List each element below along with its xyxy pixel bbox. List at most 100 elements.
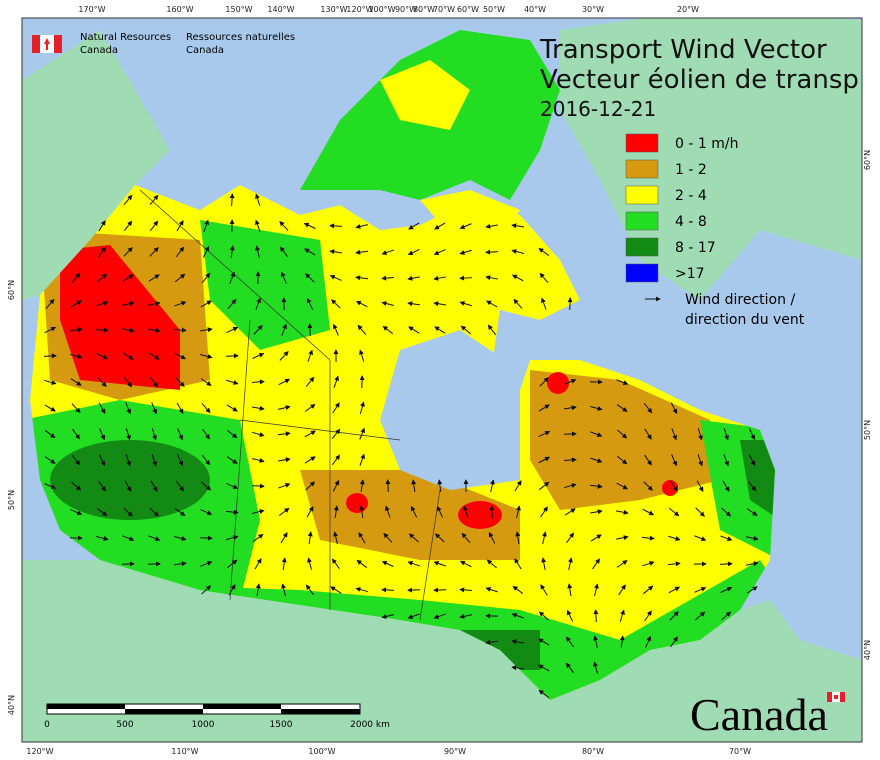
wind-arrow: [408, 222, 420, 230]
wind-arrow: [332, 323, 339, 336]
legend-swatch: [625, 185, 659, 205]
wind-arrow: [333, 531, 339, 544]
wind-arrow: [281, 297, 287, 311]
wind-arrow: [593, 609, 599, 623]
wind-arrow: [44, 404, 56, 412]
wind-arrow: [305, 584, 315, 596]
wind-arrow: [671, 428, 677, 441]
wind-arrow: [590, 534, 602, 542]
wind-arrow: [331, 299, 341, 309]
wind-arrow: [176, 220, 184, 232]
wind-arrow: [95, 327, 109, 333]
wind-arrow: [227, 298, 237, 309]
map-frame: [21, 17, 863, 743]
wind-arrow: [720, 535, 733, 541]
wind-arrow: [305, 376, 315, 387]
graticule-label: 100°W: [308, 747, 335, 756]
wind-arrow: [123, 194, 133, 205]
wind-arrow: [174, 273, 186, 283]
wind-arrow: [358, 532, 366, 544]
wind-arrow: [173, 327, 187, 333]
wind-arrow: [514, 480, 522, 492]
wind-arrow: [278, 483, 291, 489]
wind-arrow: [303, 222, 316, 229]
wind-arrow: [511, 223, 525, 229]
wind-arrow: [122, 352, 134, 360]
wind-arrow: [70, 354, 83, 359]
wind-arrow: [723, 454, 729, 467]
wind-arrow: [619, 609, 625, 622]
graticule-label: 60°N: [863, 150, 872, 170]
wind-arrow: [514, 558, 522, 570]
title: Transport Wind Vector: [539, 35, 827, 65]
wind-arrow: [202, 428, 210, 440]
wind-arrow: [590, 406, 603, 411]
wind-arrow: [565, 662, 575, 674]
wind-arrow: [255, 219, 261, 232]
wind-arrow: [593, 661, 599, 674]
wind-arrow: [697, 428, 703, 441]
wind-arrow: [460, 325, 471, 335]
wind-arrow: [696, 480, 704, 492]
agency-fr: Canada: [186, 45, 224, 56]
wind-arrow: [594, 583, 599, 596]
wind-arrow: [567, 583, 573, 597]
wind-arrow: [489, 505, 495, 519]
wind-arrow: [616, 404, 628, 412]
wind-arrow: [355, 249, 369, 255]
wind-arrow: [723, 428, 729, 441]
wind-arrow: [645, 635, 652, 648]
wind-arrow: [385, 505, 391, 518]
agency-fr: Ressources naturelles: [186, 32, 295, 43]
wind-arrow: [538, 638, 550, 646]
wind-arrow: [670, 402, 678, 415]
wind-arrow: [307, 531, 313, 545]
wind-arrow: [97, 246, 107, 258]
graticule-label: 50°N: [7, 490, 16, 510]
wind-arrow: [564, 483, 577, 489]
graticule-label: 80°W: [413, 5, 435, 14]
wind-arrow: [96, 301, 109, 307]
graticule-label: 40°N: [863, 640, 872, 660]
labrador-darkgreen: [740, 440, 775, 520]
wind-arrow: [722, 480, 730, 492]
wind-arrow: [381, 301, 394, 307]
wind-arrow: [226, 379, 239, 385]
wind-arrow: [433, 275, 446, 281]
graticule-label: 20°W: [677, 5, 699, 14]
legend-label: 2 - 4: [675, 188, 707, 204]
wind-arrow: [355, 587, 368, 593]
wind-arrow: [252, 352, 265, 359]
wind-arrow: [642, 561, 655, 567]
wind-arrow: [616, 509, 629, 515]
legend-label: 4 - 8: [675, 214, 707, 230]
wind-arrow: [96, 536, 109, 541]
wind-arrow: [226, 326, 239, 334]
wind-arrow: [304, 456, 316, 464]
wind-arrow: [567, 297, 573, 311]
wind-arrow: [411, 479, 417, 493]
wind-arrow: [200, 561, 213, 567]
wind-arrow: [746, 508, 758, 516]
wind-arrow: [200, 354, 213, 359]
graticule-label: 120°W: [346, 5, 373, 14]
wind-arrow: [616, 482, 629, 490]
title: Vecteur éolien de transp: [540, 65, 859, 95]
wind-arrow: [44, 430, 56, 439]
scale-seg: [125, 709, 203, 714]
wind-arrow: [671, 454, 678, 467]
wind-arrow: [538, 248, 550, 256]
wind-arrow: [70, 378, 82, 386]
title-block: Transport Wind Vector Vecteur éolien de …: [539, 35, 859, 121]
wind-arrow: [433, 561, 446, 567]
wind-arrow: [304, 403, 316, 412]
wind-arrow: [229, 271, 235, 284]
wind-arrow: [255, 245, 261, 258]
wind-arrow: [252, 509, 265, 514]
wind-arrow: [174, 535, 187, 541]
wind-arrow: [359, 401, 365, 414]
wind-arrow: [668, 507, 680, 517]
wind-arrow: [355, 275, 369, 281]
graticule-label: 70°W: [729, 747, 751, 756]
